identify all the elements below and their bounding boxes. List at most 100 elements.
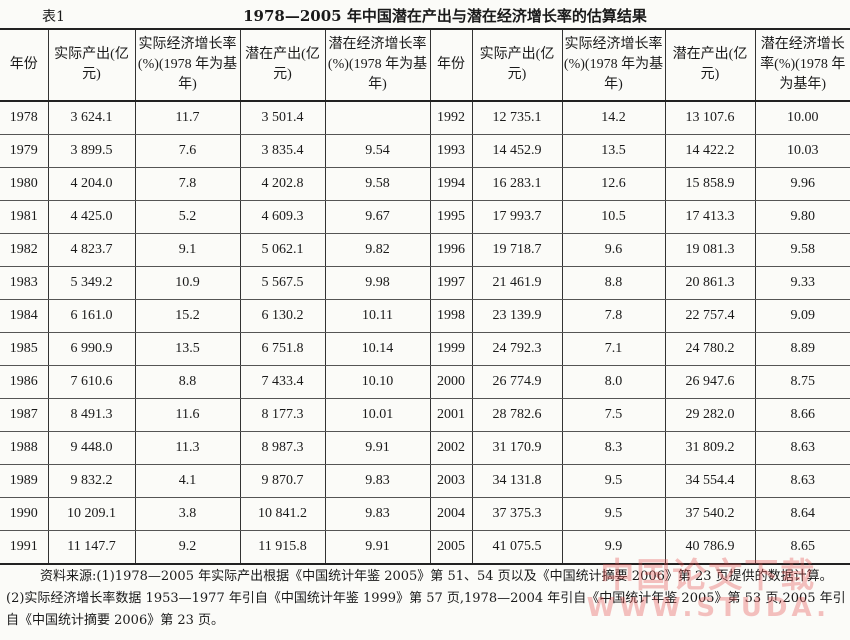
table-cell: 19 718.7 xyxy=(471,233,563,267)
table-cell: 13 107.6 xyxy=(664,101,756,135)
table-cell: 1992 xyxy=(429,101,473,135)
source-notes: 资料来源:(1)1978—2005 年实际产出根据《中国统计年鉴 2005》第 … xyxy=(6,566,846,632)
table-cell: 9.96 xyxy=(754,167,850,201)
table-cell: 7 610.6 xyxy=(47,365,136,399)
table-cell: 1979 xyxy=(0,134,49,168)
table-cell: 9.6 xyxy=(561,233,666,267)
table-cell: 1981 xyxy=(0,200,49,234)
table-cell: 2001 xyxy=(429,398,473,432)
table-cell: 7 433.4 xyxy=(239,365,326,399)
table-cell: 17 993.7 xyxy=(471,200,563,234)
table-row: 1983 5 349.2 10.9 5 567.5 9.98 1997 21 461.9 8.… xyxy=(0,266,850,300)
table-cell: 9.58 xyxy=(324,167,431,201)
table-cell: 1993 xyxy=(429,134,473,168)
table-cell: 7.6 xyxy=(134,134,241,168)
table-cell: 7.8 xyxy=(134,167,241,201)
table-cell: 2005 xyxy=(429,530,473,565)
table-cell: 4.1 xyxy=(134,464,241,498)
table-cell: 1987 xyxy=(0,398,49,432)
table-cell: 14.2 xyxy=(561,101,666,135)
table-cell: 10.01 xyxy=(324,398,431,432)
table-cell: 3.8 xyxy=(134,497,241,531)
column-header: 实际产出(亿元) xyxy=(471,29,563,101)
table-cell: 11 147.7 xyxy=(47,530,136,565)
table-cell: 14 422.2 xyxy=(664,134,756,168)
table-row: 1980 4 204.0 7.8 4 202.8 9.58 1994 16 283.1 12.… xyxy=(0,167,850,201)
table-cell: 8.75 xyxy=(754,365,850,399)
table-cell: 1996 xyxy=(429,233,473,267)
table-cell: 12.6 xyxy=(561,167,666,201)
results-table: 年份 实际产出(亿元) 实际经济增长率(%)(1978 年为基年) 潜在产出(亿元) 潜… xyxy=(0,28,850,565)
table-cell: 9.98 xyxy=(324,266,431,300)
table-cell: 21 461.9 xyxy=(471,266,563,300)
table-cell: 6 130.2 xyxy=(239,299,326,333)
table-cell: 10.9 xyxy=(134,266,241,300)
table-cell: 8.64 xyxy=(754,497,850,531)
table-cell: 31 170.9 xyxy=(471,431,563,465)
table-cell: 34 131.8 xyxy=(471,464,563,498)
table-cell: 22 757.4 xyxy=(664,299,756,333)
table-cell: 10.03 xyxy=(754,134,850,168)
table-cell: 8.0 xyxy=(561,365,666,399)
table-cell: 2002 xyxy=(429,431,473,465)
table-cell: 6 161.0 xyxy=(47,299,136,333)
table-cell: 37 540.2 xyxy=(664,497,756,531)
table-cell: 8.63 xyxy=(754,464,850,498)
note-1: 资料来源:(1)1978—2005 年实际产出根据《中国统计年鉴 2005》第 … xyxy=(40,569,833,584)
table-cell: 28 782.6 xyxy=(471,398,563,432)
table-row: 1989 9 832.2 4.1 9 870.7 9.83 2003 34 131.8 9.5… xyxy=(0,464,850,498)
table-cell: 11 915.8 xyxy=(239,530,326,565)
table-cell: 19 081.3 xyxy=(664,233,756,267)
column-header: 潜在产出(亿元) xyxy=(239,29,326,101)
table-cell: 1997 xyxy=(429,266,473,300)
table-cell: 9.54 xyxy=(324,134,431,168)
table-cell: 9.67 xyxy=(324,200,431,234)
table-cell: 10.14 xyxy=(324,332,431,366)
table-cell: 2004 xyxy=(429,497,473,531)
table-cell: 11.6 xyxy=(134,398,241,432)
table-cell: 3 624.1 xyxy=(47,101,136,135)
table-cell: 10.5 xyxy=(561,200,666,234)
table-cell: 4 425.0 xyxy=(47,200,136,234)
table-cell: 29 282.0 xyxy=(664,398,756,432)
table-cell: 1982 xyxy=(0,233,49,267)
table-cell: 4 823.7 xyxy=(47,233,136,267)
table-cell: 1986 xyxy=(0,365,49,399)
table-row: 1991 11 147.7 9.2 11 915.8 9.91 2005 41 075.5 9… xyxy=(0,530,850,565)
table-cell: 37 375.3 xyxy=(471,497,563,531)
table-cell: 9.5 xyxy=(561,464,666,498)
table-cell: 13.5 xyxy=(134,332,241,366)
table-cell: 5 349.2 xyxy=(47,266,136,300)
column-header: 年份 xyxy=(429,29,473,101)
table-cell: 4 202.8 xyxy=(239,167,326,201)
table-row: 1987 8 491.3 11.6 8 177.3 10.01 2001 28 782.6 7… xyxy=(0,398,850,432)
table-cell: 8.89 xyxy=(754,332,850,366)
table-label: 表1 xyxy=(42,9,65,25)
table-cell: 15 858.9 xyxy=(664,167,756,201)
table-row: 1985 6 990.9 13.5 6 751.8 10.14 1999 24 792.3 7… xyxy=(0,332,850,366)
table-cell: 5 567.5 xyxy=(239,266,326,300)
table-cell: 8.66 xyxy=(754,398,850,432)
table-cell: 9.2 xyxy=(134,530,241,565)
table-cell: 9.91 xyxy=(324,530,431,565)
table-cell: 1978 xyxy=(0,101,49,135)
table-cell: 8.63 xyxy=(754,431,850,465)
table-cell: 2003 xyxy=(429,464,473,498)
table-row: 1981 4 425.0 5.2 4 609.3 9.67 1995 17 993.7 10.… xyxy=(0,200,850,234)
table-cell: 7.1 xyxy=(561,332,666,366)
table-cell: 2000 xyxy=(429,365,473,399)
table-cell: 9.91 xyxy=(324,431,431,465)
table-row: 1986 7 610.6 8.8 7 433.4 10.10 2000 26 774.9 8.… xyxy=(0,365,850,399)
table-cell: 1991 xyxy=(0,530,49,565)
table-cell: 11.3 xyxy=(134,431,241,465)
table-cell: 3 501.4 xyxy=(239,101,326,135)
table-cell: 9.5 xyxy=(561,497,666,531)
table-cell: 6 751.8 xyxy=(239,332,326,366)
table-cell: 8.8 xyxy=(561,266,666,300)
table-cell: 1994 xyxy=(429,167,473,201)
table-cell: 1990 xyxy=(0,497,49,531)
table-cell: 1985 xyxy=(0,332,49,366)
table-cell: 10.00 xyxy=(754,101,850,135)
table-cell: 7.8 xyxy=(561,299,666,333)
column-header: 年份 xyxy=(0,29,49,101)
